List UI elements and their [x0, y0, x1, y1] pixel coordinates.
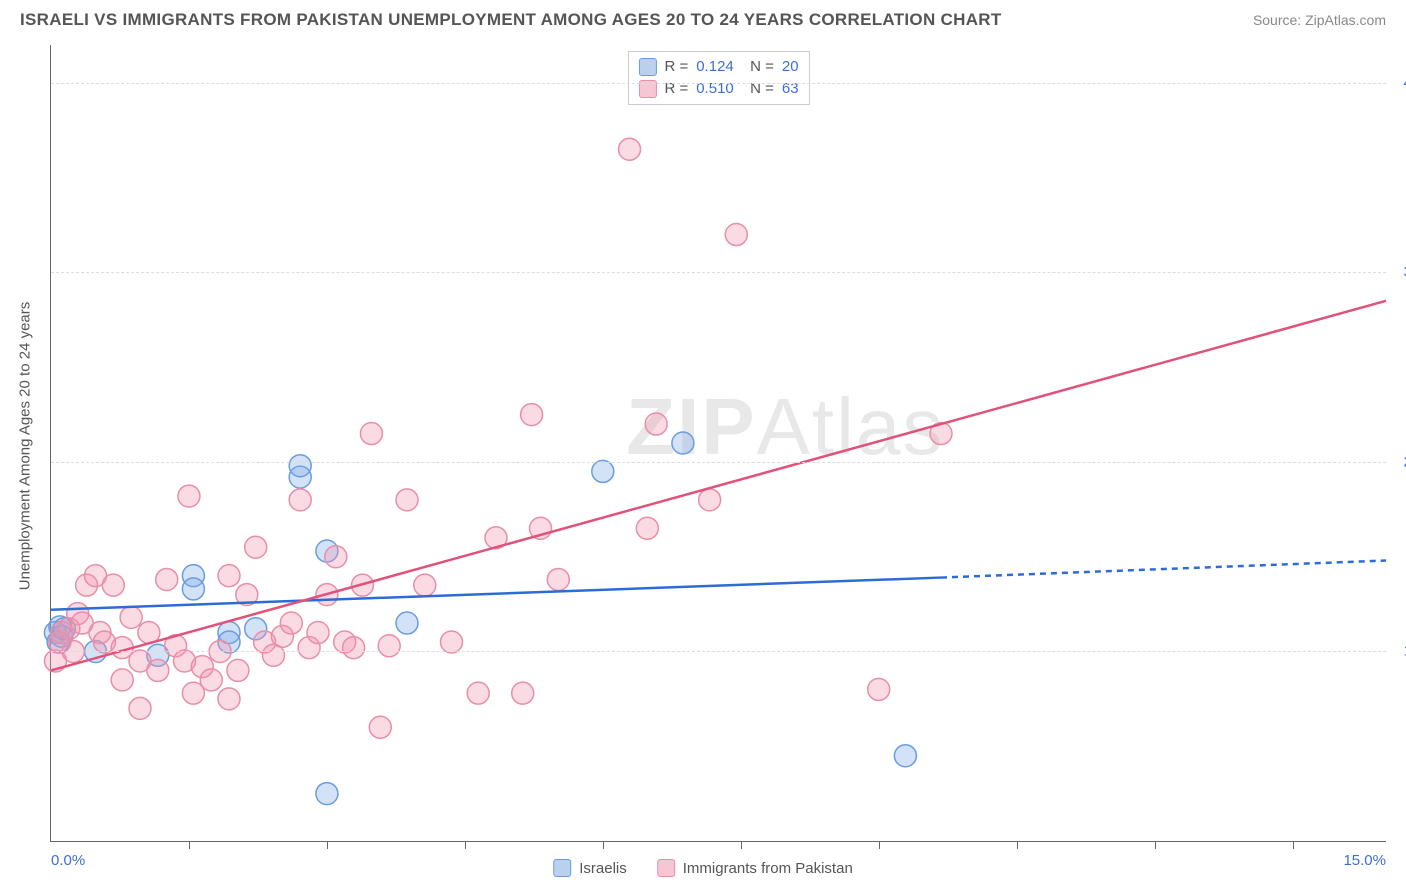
data-point [369, 716, 391, 738]
chart-plot-area: ZIPAtlas R = 0.124 N = 20R = 0.510 N = 6… [50, 45, 1386, 842]
data-point [636, 517, 658, 539]
data-point [645, 413, 667, 435]
legend-label: Israelis [579, 860, 627, 877]
grid-line [51, 83, 1386, 84]
data-point [396, 612, 418, 634]
data-point [592, 460, 614, 482]
x-tick [327, 841, 328, 849]
x-axis-label: 15.0% [1343, 852, 1386, 869]
x-tick [1293, 841, 1294, 849]
data-point [129, 697, 151, 719]
data-point [289, 489, 311, 511]
data-point [441, 631, 463, 653]
legend-r-value: 0.124 [696, 56, 734, 78]
data-point [178, 485, 200, 507]
data-point [245, 536, 267, 558]
data-point [343, 637, 365, 659]
data-point [894, 745, 916, 767]
data-point [396, 489, 418, 511]
x-tick [1155, 841, 1156, 849]
legend-swatch [553, 859, 571, 877]
x-tick [879, 841, 880, 849]
data-point [307, 622, 329, 644]
data-point [182, 578, 204, 600]
legend-label: Immigrants from Pakistan [683, 860, 853, 877]
x-tick [603, 841, 604, 849]
data-point [725, 224, 747, 246]
data-point [200, 669, 222, 691]
chart-title: ISRAELI VS IMMIGRANTS FROM PAKISTAN UNEM… [20, 10, 1002, 30]
data-point [111, 669, 133, 691]
legend-n-value: 20 [782, 56, 799, 78]
data-point [868, 678, 890, 700]
data-point [512, 682, 534, 704]
data-point [547, 568, 569, 590]
legend-item: Israelis [553, 859, 627, 877]
data-point [280, 612, 302, 634]
data-point [699, 489, 721, 511]
x-axis-label: 0.0% [51, 852, 85, 869]
data-point [325, 546, 347, 568]
legend-item: Immigrants from Pakistan [657, 859, 853, 877]
data-point [619, 138, 641, 160]
data-point [316, 783, 338, 805]
data-point [521, 404, 543, 426]
legend-stat-row: R = 0.510 N = 63 [638, 78, 798, 100]
legend-r-label: R = [664, 56, 688, 78]
data-point [289, 455, 311, 477]
data-point [218, 688, 240, 710]
source-label: Source: ZipAtlas.com [1253, 12, 1386, 28]
x-tick [1017, 841, 1018, 849]
grid-line [51, 462, 1386, 463]
legend-stat-row: R = 0.124 N = 20 [638, 56, 798, 78]
grid-line [51, 651, 1386, 652]
data-point [672, 432, 694, 454]
data-point [360, 423, 382, 445]
data-point [467, 682, 489, 704]
legend-swatch [657, 859, 675, 877]
y-axis-title: Unemployment Among Ages 20 to 24 years [17, 302, 34, 591]
data-point [414, 574, 436, 596]
x-tick [465, 841, 466, 849]
data-point [218, 565, 240, 587]
x-tick [741, 841, 742, 849]
data-point [120, 606, 142, 628]
data-point [102, 574, 124, 596]
data-point [147, 659, 169, 681]
legend-n-value: 63 [782, 78, 799, 100]
data-point [378, 635, 400, 657]
grid-line [51, 272, 1386, 273]
legend-r-value: 0.510 [696, 78, 734, 100]
data-point [227, 659, 249, 681]
trend-line [51, 301, 1386, 671]
legend-bottom: Israelis Immigrants from Pakistan [553, 859, 853, 877]
trend-line-dashed [941, 561, 1386, 578]
legend-r-label: R = [664, 78, 688, 100]
chart-svg [51, 45, 1386, 841]
legend-swatch [638, 58, 656, 76]
legend-n-label: N = [742, 56, 774, 78]
legend-top: R = 0.124 N = 20R = 0.510 N = 63 [627, 51, 809, 105]
x-tick [189, 841, 190, 849]
data-point [156, 568, 178, 590]
legend-n-label: N = [742, 78, 774, 100]
